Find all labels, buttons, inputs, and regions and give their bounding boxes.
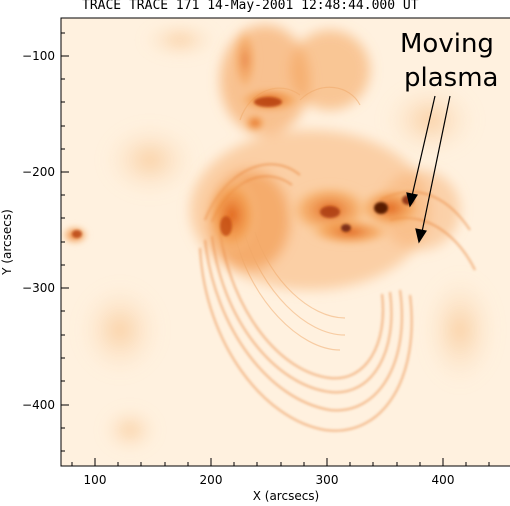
x-axis-label: X (arcsecs) bbox=[253, 489, 320, 503]
y-axis-label: Y (arcsecs) bbox=[0, 209, 14, 276]
x-tick-label: 400 bbox=[432, 473, 455, 487]
annotation-moving: Moving bbox=[400, 29, 494, 59]
annotation-plasma: plasma bbox=[404, 63, 498, 93]
y-tick-label: −300 bbox=[22, 281, 55, 295]
x-axis-ticks bbox=[71, 458, 490, 466]
x-tick-label: 100 bbox=[84, 473, 107, 487]
figure-title: TRACE TRACE 171 14-May-2001 12:48:44.000… bbox=[82, 0, 419, 13]
solar-image bbox=[61, 18, 510, 466]
x-tick-label: 300 bbox=[316, 473, 339, 487]
y-tick-label: −100 bbox=[22, 49, 55, 63]
annotation-arrows bbox=[406, 95, 451, 244]
y-tick-label: −400 bbox=[22, 398, 55, 412]
y-axis-ticks bbox=[61, 32, 69, 452]
x-tick-label: 200 bbox=[200, 473, 223, 487]
y-tick-label: −200 bbox=[22, 165, 55, 179]
